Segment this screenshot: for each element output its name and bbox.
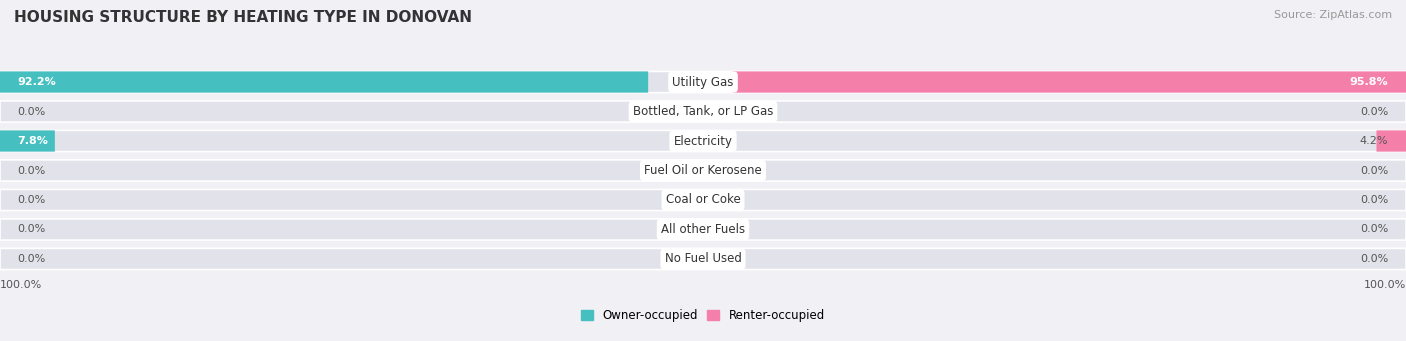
Text: 4.2%: 4.2% (1360, 136, 1389, 146)
FancyBboxPatch shape (0, 101, 1406, 122)
FancyBboxPatch shape (0, 248, 1406, 270)
Text: Utility Gas: Utility Gas (672, 75, 734, 89)
Text: Fuel Oil or Kerosene: Fuel Oil or Kerosene (644, 164, 762, 177)
Legend: Owner-occupied, Renter-occupied: Owner-occupied, Renter-occupied (581, 309, 825, 322)
FancyBboxPatch shape (0, 189, 1406, 211)
Text: 92.2%: 92.2% (17, 77, 56, 87)
Text: 7.8%: 7.8% (17, 136, 48, 146)
Text: Bottled, Tank, or LP Gas: Bottled, Tank, or LP Gas (633, 105, 773, 118)
Text: 0.0%: 0.0% (17, 165, 46, 176)
Text: No Fuel Used: No Fuel Used (665, 252, 741, 266)
Text: 0.0%: 0.0% (1360, 254, 1389, 264)
Text: HOUSING STRUCTURE BY HEATING TYPE IN DONOVAN: HOUSING STRUCTURE BY HEATING TYPE IN DON… (14, 10, 472, 25)
Text: 100.0%: 100.0% (1364, 280, 1406, 290)
Text: Source: ZipAtlas.com: Source: ZipAtlas.com (1274, 10, 1392, 20)
Text: 95.8%: 95.8% (1350, 77, 1389, 87)
Text: 0.0%: 0.0% (17, 106, 46, 117)
Text: 0.0%: 0.0% (1360, 165, 1389, 176)
Text: 0.0%: 0.0% (17, 254, 46, 264)
FancyBboxPatch shape (733, 71, 1406, 93)
FancyBboxPatch shape (0, 71, 1406, 93)
FancyBboxPatch shape (0, 130, 55, 152)
Text: 0.0%: 0.0% (17, 195, 46, 205)
FancyBboxPatch shape (0, 219, 1406, 240)
FancyBboxPatch shape (0, 130, 1406, 152)
FancyBboxPatch shape (0, 160, 1406, 181)
Text: Coal or Coke: Coal or Coke (665, 193, 741, 207)
Text: 0.0%: 0.0% (1360, 106, 1389, 117)
Text: Electricity: Electricity (673, 134, 733, 148)
FancyBboxPatch shape (1376, 130, 1406, 152)
Text: 0.0%: 0.0% (1360, 224, 1389, 235)
Text: 0.0%: 0.0% (1360, 195, 1389, 205)
Text: 0.0%: 0.0% (17, 224, 46, 235)
Text: 100.0%: 100.0% (0, 280, 42, 290)
FancyBboxPatch shape (0, 71, 648, 93)
Text: All other Fuels: All other Fuels (661, 223, 745, 236)
